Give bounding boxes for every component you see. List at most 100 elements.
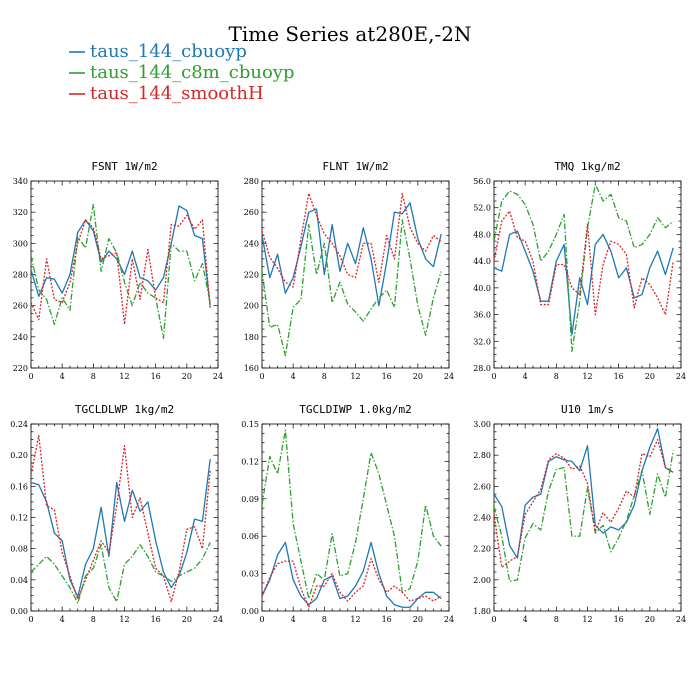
y-tick-label: 56.0 <box>473 177 491 186</box>
x-tick-label: 12 <box>119 615 129 624</box>
x-tick-label: 8 <box>91 372 96 381</box>
x-tick-label: 12 <box>350 615 360 624</box>
legend-label: taus_144_smoothH <box>90 83 264 104</box>
x-tick-label: 12 <box>350 372 360 381</box>
series-line-3 <box>31 435 211 603</box>
y-tick-label: 300 <box>13 239 28 248</box>
series-line-3 <box>262 557 442 608</box>
y-tick-label: 2.60 <box>473 482 491 491</box>
y-tick-label: 280 <box>244 177 259 186</box>
panel-2: FLNT 1W/m2 0 4 8 12 16 20 24 160 180 200 220 240 260 2… <box>244 160 454 381</box>
y-tick-label: 1.80 <box>473 607 491 616</box>
x-tick-label: 20 <box>645 615 655 624</box>
x-tick-label: 16 <box>382 615 392 624</box>
series-line-1 <box>494 428 674 559</box>
panel-title: FLNT 1W/m2 <box>322 160 388 173</box>
series-line-3 <box>31 214 211 326</box>
x-tick-label: 0 <box>491 372 496 381</box>
panel-1: FSNT 1W/m2 0 4 8 12 16 20 24 220 240 260 280 300 320 3… <box>13 160 223 381</box>
x-tick-label: 16 <box>614 372 624 381</box>
x-tick-label: 12 <box>119 372 129 381</box>
x-tick-label: 16 <box>614 615 624 624</box>
y-tick-label: 44.0 <box>473 257 491 266</box>
y-tick-label: 0.09 <box>241 495 259 504</box>
y-tick-label: 160 <box>244 364 259 373</box>
series-line-1 <box>31 458 211 598</box>
y-tick-label: 52.0 <box>473 204 491 213</box>
y-tick-label: 0.00 <box>241 607 259 616</box>
y-tick-label: 0.06 <box>241 532 259 541</box>
x-tick-label: 20 <box>413 615 423 624</box>
panel-3: TMQ 1kg/m2 0 4 8 12 16 20 24 28.0 32.0 36.0 40.0 44.… <box>473 160 686 381</box>
legend-item: taus_144_smoothH <box>69 83 264 104</box>
y-tick-label: 260 <box>244 208 259 217</box>
x-tick-label: 0 <box>491 615 496 624</box>
x-tick-label: 0 <box>259 372 264 381</box>
x-tick-label: 4 <box>291 372 296 381</box>
y-tick-label: 260 <box>13 302 28 311</box>
series-line-2 <box>31 542 211 604</box>
series-line-2 <box>31 203 211 340</box>
y-tick-label: 40.0 <box>473 284 491 293</box>
y-tick-label: 3.00 <box>473 420 491 429</box>
y-tick-label: 0.12 <box>10 514 28 523</box>
y-tick-label: 180 <box>244 333 259 342</box>
y-tick-label: 2.80 <box>473 451 491 460</box>
y-tick-label: 220 <box>244 271 259 280</box>
y-tick-label: 32.0 <box>473 337 491 346</box>
y-tick-label: 2.20 <box>473 545 491 554</box>
x-tick-label: 20 <box>182 372 192 381</box>
x-tick-label: 8 <box>322 372 327 381</box>
x-tick-label: 0 <box>28 615 33 624</box>
series-line-1 <box>494 230 674 336</box>
series-line-3 <box>494 438 674 569</box>
legend: taus_144_cbuoyptaus_144_c8m_cbuoyptaus_1… <box>69 41 294 104</box>
x-tick-label: 20 <box>413 372 423 381</box>
y-tick-label: 0.16 <box>10 482 28 491</box>
series-line-1 <box>262 202 442 307</box>
x-tick-label: 4 <box>523 615 528 624</box>
x-tick-label: 4 <box>523 372 528 381</box>
y-tick-label: 36.0 <box>473 311 491 320</box>
y-tick-label: 2.40 <box>473 514 491 523</box>
y-tick-label: 0.12 <box>241 457 259 466</box>
y-tick-label: 0.00 <box>10 607 28 616</box>
x-tick-label: 24 <box>676 615 686 624</box>
x-tick-label: 8 <box>322 615 327 624</box>
series-line-1 <box>31 205 211 306</box>
y-tick-label: 0.04 <box>10 576 28 585</box>
y-tick-label: 240 <box>13 333 28 342</box>
series-line-2 <box>494 450 674 583</box>
panel-title: TGCLDIWP 1.0kg/m2 <box>299 403 412 416</box>
x-tick-label: 0 <box>28 372 33 381</box>
y-tick-label: 0.24 <box>10 420 28 429</box>
y-tick-label: 48.0 <box>473 230 491 239</box>
panel-4: TGCLDLWP 1kg/m2 0 4 8 12 16 20 24 0.00 0.04 0.08 0.… <box>10 403 223 624</box>
y-tick-label: 0.15 <box>241 420 259 429</box>
x-tick-label: 8 <box>91 615 96 624</box>
y-tick-label: 0.03 <box>241 570 259 579</box>
panels: FSNT 1W/m20 4 8 12 16 20 242202402602803003203… <box>10 160 686 624</box>
y-tick-label: 220 <box>13 364 28 373</box>
x-tick-label: 4 <box>60 615 65 624</box>
legend-label: taus_144_cbuoyp <box>90 41 247 62</box>
series-line-2 <box>262 219 442 357</box>
x-tick-label: 24 <box>444 372 454 381</box>
x-tick-label: 12 <box>582 615 592 624</box>
x-tick-label: 8 <box>554 615 559 624</box>
panel-title: TMQ 1kg/m2 <box>554 160 620 173</box>
x-tick-label: 12 <box>582 372 592 381</box>
series-line-3 <box>494 210 674 316</box>
x-tick-label: 24 <box>213 615 223 624</box>
y-tick-label: 280 <box>13 271 28 280</box>
legend-label: taus_144_c8m_cbuoyp <box>90 62 294 83</box>
x-tick-label: 0 <box>259 615 264 624</box>
x-tick-label: 4 <box>291 615 296 624</box>
series-line-1 <box>262 541 442 608</box>
series-line-3 <box>262 192 442 288</box>
y-tick-label: 200 <box>244 302 259 311</box>
panel-5: TGCLDIWP 1.0kg/m2 0 4 8 12 16 20 24 0.00 0.03 0.06… <box>241 403 454 624</box>
x-tick-label: 16 <box>382 372 392 381</box>
y-tick-label: 0.08 <box>10 545 28 554</box>
